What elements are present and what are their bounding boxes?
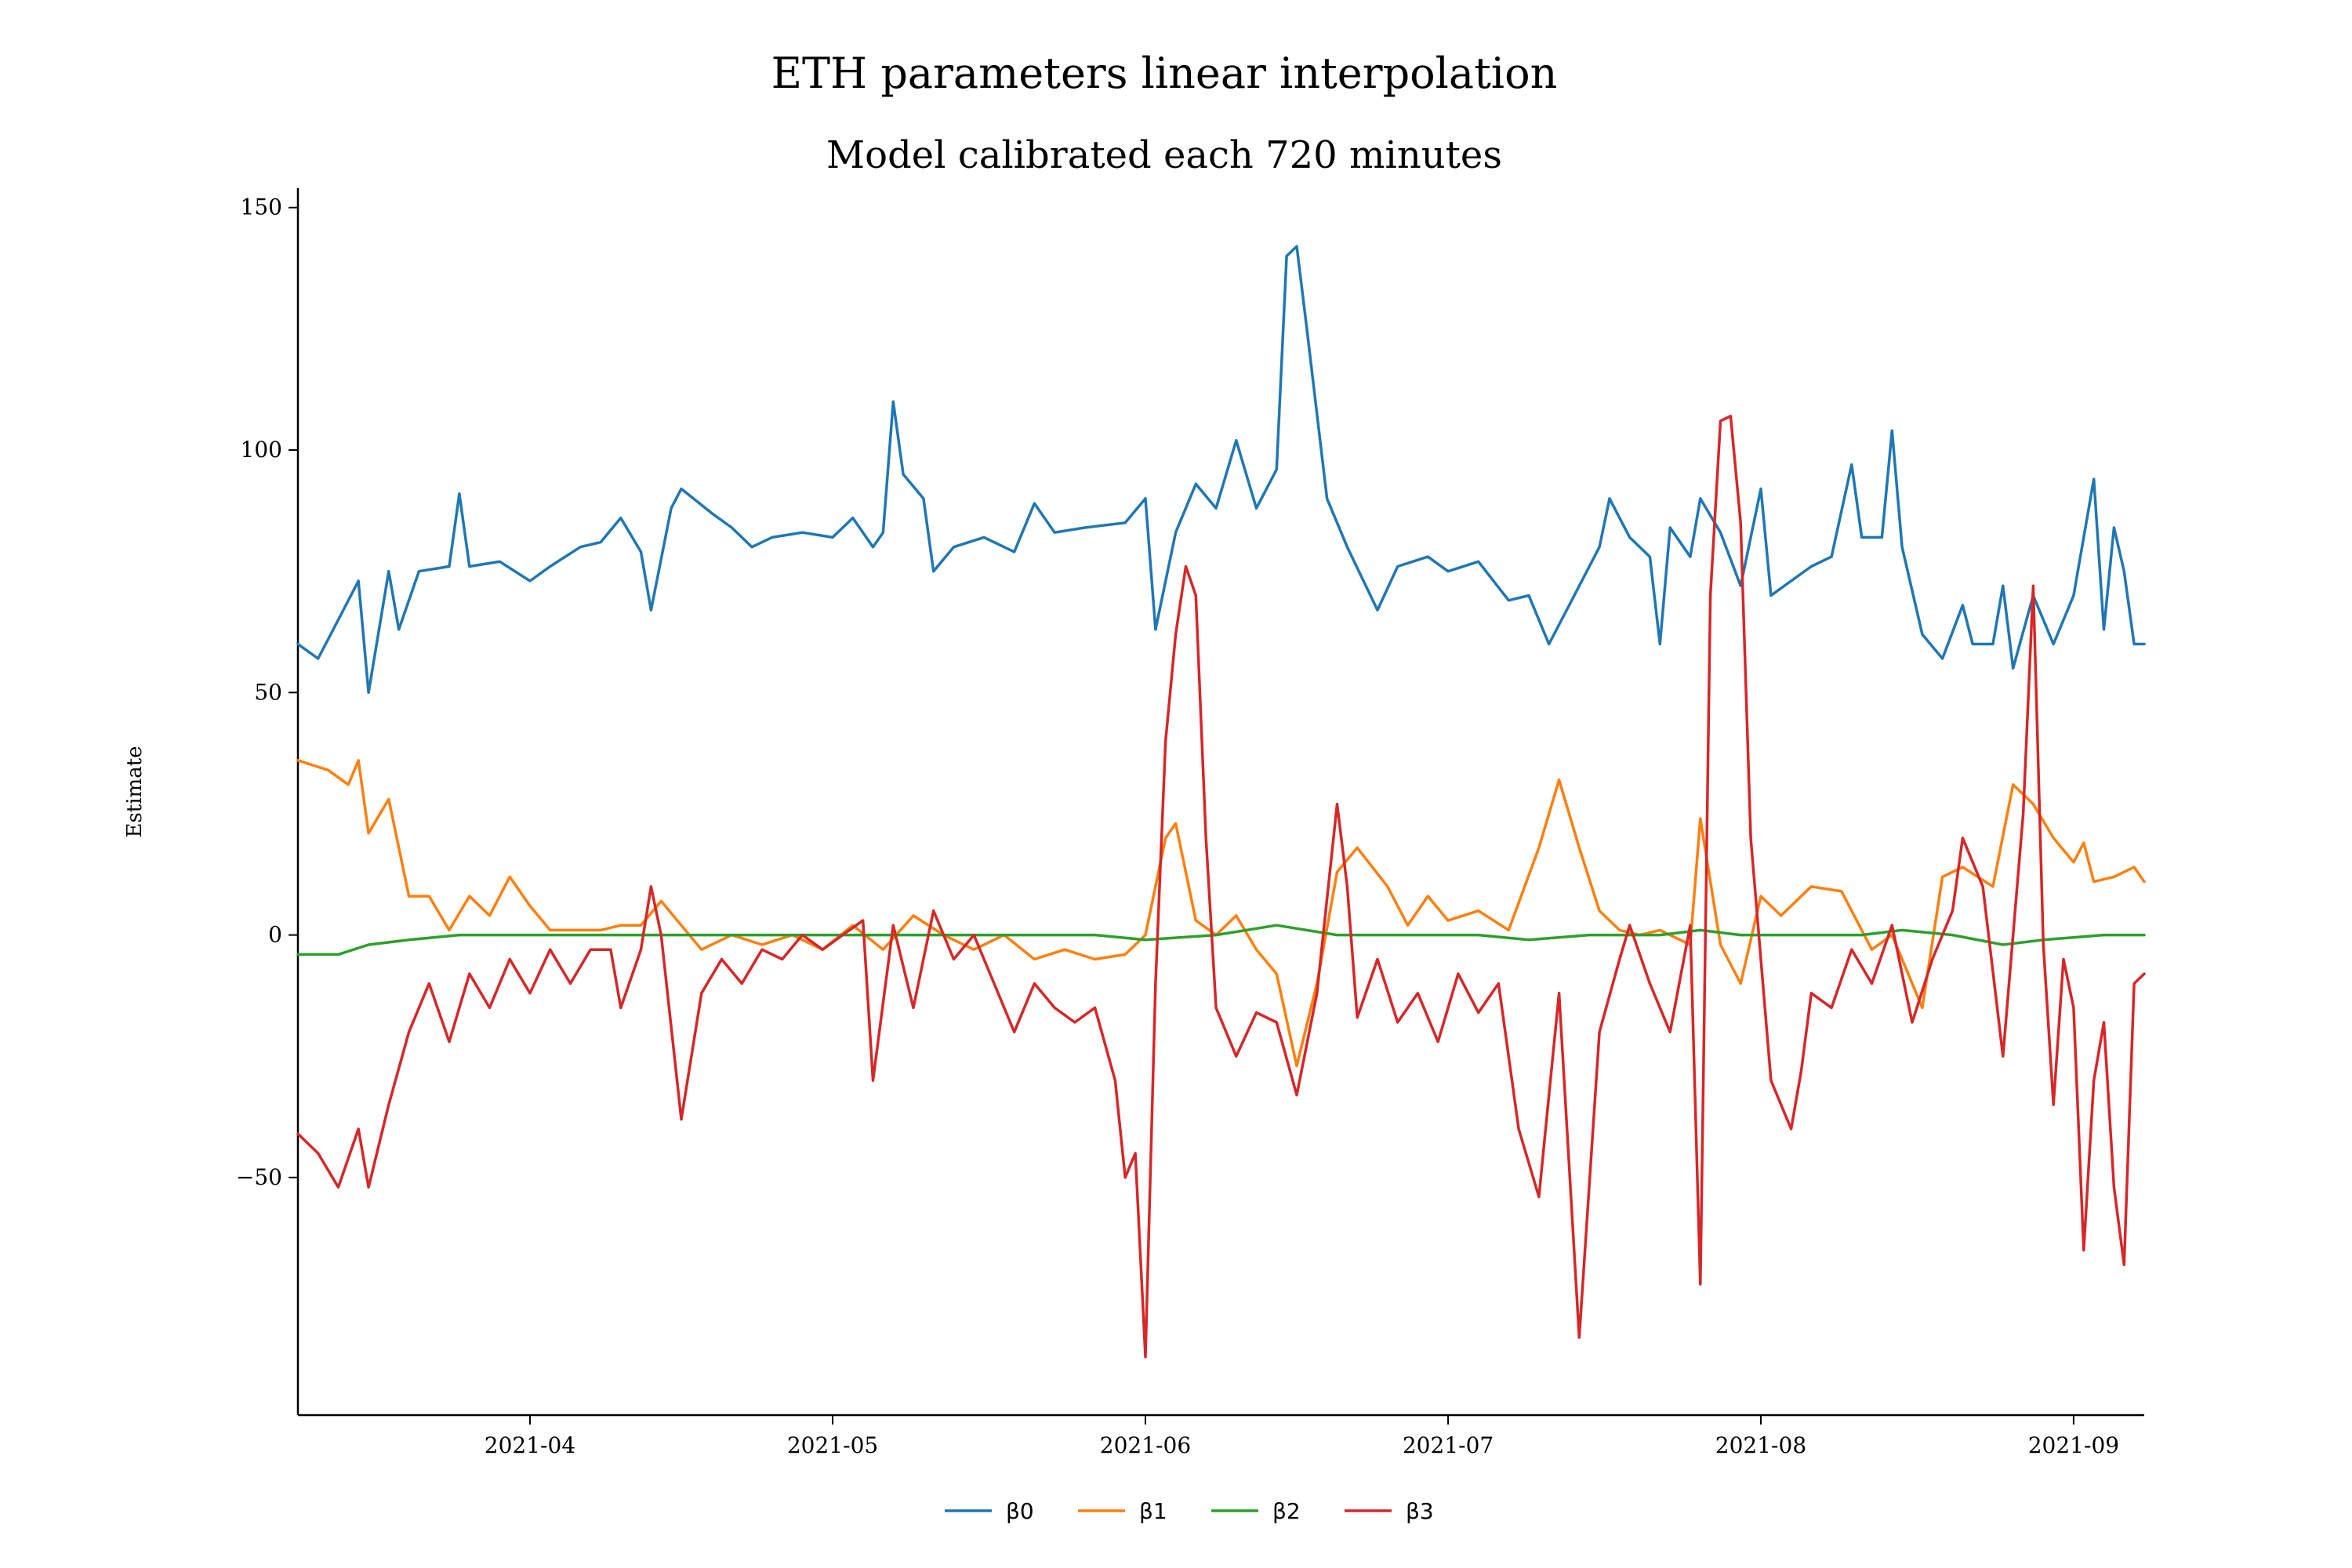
legend: β0 β1 β2 β3 — [945, 1498, 1434, 1524]
y-tick-label: 50 — [254, 679, 282, 705]
series-line-beta3 — [296, 414, 2146, 1359]
y-tick-label: 0 — [268, 922, 282, 948]
chart-title: ETH parameters linear interpolation — [771, 49, 1558, 98]
x-tick-label: 2021-05 — [787, 1432, 878, 1458]
legend-label: β0 — [1006, 1498, 1034, 1524]
y-axis-label: Estimate — [123, 746, 147, 837]
x-tick-label: 2021-06 — [1100, 1432, 1191, 1458]
y-axis-ticks: 150 100 50 0 −50 — [236, 194, 298, 1190]
y-tick-label: −50 — [236, 1164, 282, 1190]
chart-subtitle: Model calibrated each 720 minutes — [826, 133, 1502, 177]
x-tick-label: 2021-09 — [2028, 1432, 2119, 1458]
x-tick-label: 2021-08 — [1715, 1432, 1806, 1458]
y-tick-label: 150 — [241, 194, 282, 220]
y-tick-label: 100 — [241, 437, 282, 463]
x-axis-ticks: 2021-04 2021-05 2021-06 2021-07 2021-08 2021-… — [485, 1415, 2119, 1458]
series-line-beta0 — [296, 245, 2146, 695]
legend-label: β1 — [1139, 1498, 1167, 1524]
axes — [296, 188, 2144, 1417]
x-tick-label: 2021-04 — [485, 1432, 575, 1458]
legend-label: β2 — [1272, 1498, 1301, 1524]
legend-label: β3 — [1406, 1498, 1434, 1524]
series-lines — [296, 245, 2146, 1359]
x-tick-label: 2021-07 — [1403, 1432, 1494, 1458]
